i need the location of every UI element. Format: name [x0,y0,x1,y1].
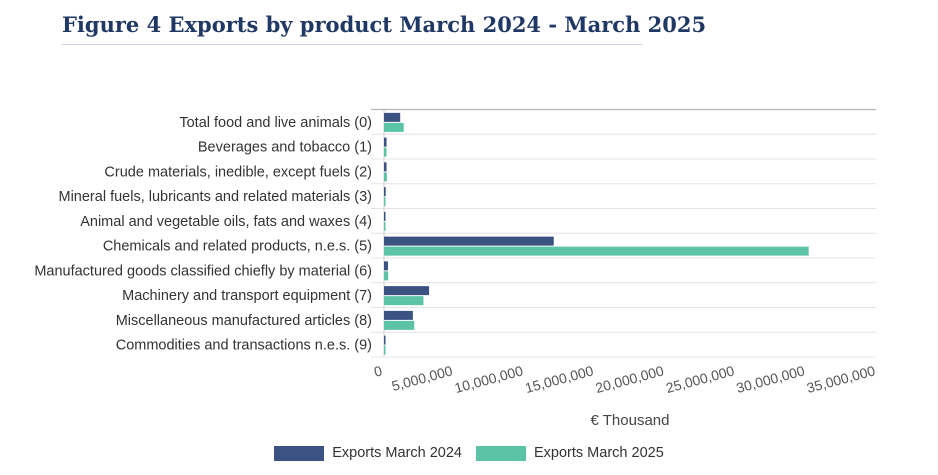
x-tick-label: 5,000,000 [390,362,455,394]
legend-swatch-2024 [274,445,325,461]
bar-2024[interactable] [384,310,413,320]
x-tick-label: 0 [372,362,384,380]
x-tick-label: 10,000,000 [453,362,525,396]
x-axis-title: € Thousand [591,412,670,429]
bar-2024[interactable] [384,162,387,172]
category-label: Miscellaneous manufactured articles (8) [116,313,372,329]
x-tick-labels: 0 5,000,00010,000,00015,000,00020,000,000… [372,362,877,396]
bar-2025[interactable] [384,271,389,281]
gridlines [371,108,876,358]
bar-2025[interactable] [384,147,387,157]
legend-label-2024: Exports March 2024 [332,445,462,461]
category-label: Beverages and tobacco (1) [198,140,372,156]
category-label: Mineral fuels, lubricants and related ma… [59,189,373,205]
legend: Exports March 2024 Exports March 2025 [0,445,938,461]
title-underline [62,44,642,45]
bar-2024[interactable] [384,187,386,197]
bar-2025[interactable] [384,197,386,207]
category-label: Manufactured goods classified chiefly by… [34,263,372,279]
legend-item-2024[interactable]: Exports March 2024 [274,445,462,461]
bar-2024[interactable] [384,112,401,122]
bar-2025[interactable] [384,320,415,330]
category-label: Animal and vegetable oils, fats and waxe… [80,214,372,230]
category-label: Commodities and transactions n.e.s. (9) [116,338,372,354]
bar-2025[interactable] [384,172,387,182]
category-labels: Total food and live animals (0) Beverages… [34,115,372,354]
bar-2025[interactable] [384,246,809,256]
legend-label-2025: Exports March 2025 [534,445,664,461]
legend-item-2025[interactable]: Exports March 2025 [476,445,664,461]
bar-2024[interactable] [384,137,387,147]
bar-chart: Total food and live animals (0) Beverages… [34,108,877,429]
x-tick-label: 25,000,000 [664,362,736,396]
category-label: Total food and live animals (0) [179,115,372,131]
bar-2025[interactable] [384,345,386,355]
bar-2025[interactable] [384,296,424,306]
bar-2024[interactable] [384,286,430,296]
chart-title: Figure 4 Exports by product March 2024 -… [62,12,707,37]
bars [384,112,809,355]
bar-2025[interactable] [384,122,404,132]
category-label: Machinery and transport equipment (7) [122,288,372,304]
category-label: Chemicals and related products, n.e.s. (… [103,239,372,255]
x-tick-label: 35,000,000 [805,362,877,396]
bar-2025[interactable] [384,221,386,231]
x-tick-label: 15,000,000 [523,362,595,396]
bar-2024[interactable] [384,211,386,221]
bar-2024[interactable] [384,261,388,271]
bar-2024[interactable] [384,335,386,345]
bar-2024[interactable] [384,236,554,246]
x-tick-label: 30,000,000 [735,362,807,396]
legend-swatch-2025 [476,445,526,461]
category-label: Crude materials, inedible, except fuels … [104,164,372,180]
x-tick-label: 20,000,000 [594,362,666,396]
